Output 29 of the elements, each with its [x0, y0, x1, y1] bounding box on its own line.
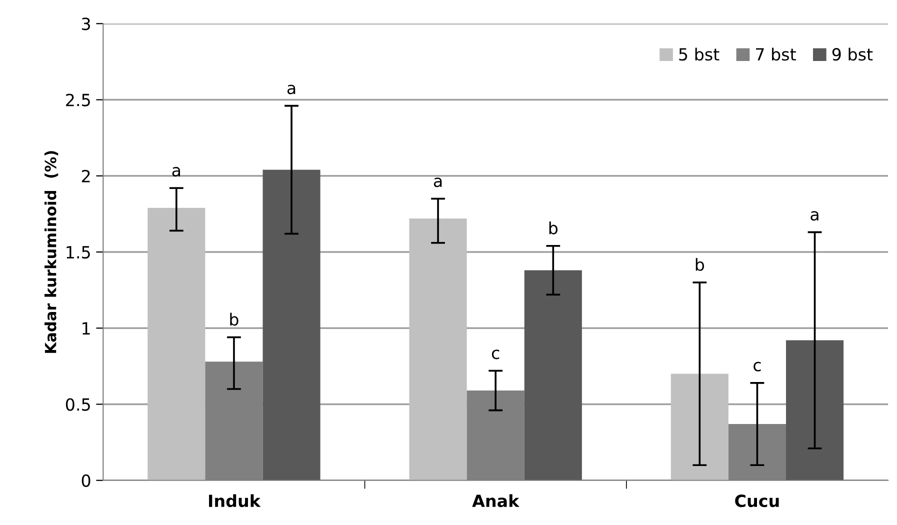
x-tick-label: Anak [472, 494, 520, 508]
bar [148, 208, 206, 480]
annotation: a [434, 178, 442, 188]
x-tick-label: Cucu [735, 494, 779, 508]
annotation: b [696, 258, 704, 271]
y-tick-label: 1 [82, 322, 90, 334]
annotation: c [754, 362, 761, 372]
y-tick-label: 0 [82, 474, 90, 487]
bar [262, 170, 320, 480]
annotation: a [172, 166, 180, 176]
legend-label: 9 bst [832, 48, 873, 61]
y-tick-label: 0.5 [66, 398, 90, 411]
y-axis-title: Kadar kurkuminoid (%) [44, 151, 58, 353]
y-tick-label: 3 [82, 18, 90, 30]
bar [786, 340, 844, 480]
x-tick-label: Induk [209, 494, 261, 508]
bar [524, 270, 582, 480]
annotation: a [810, 211, 818, 221]
annotation: b [230, 312, 238, 326]
bar [670, 374, 728, 480]
y-tick-label: 1.5 [66, 246, 90, 259]
legend-label: 5 bst [679, 48, 720, 61]
y-tick-label: 2 [82, 170, 90, 182]
annotation: b [549, 221, 558, 234]
bar [409, 218, 467, 480]
annotation: a [287, 84, 296, 94]
annotation: c [492, 350, 500, 360]
y-tick-label: 2.5 [66, 94, 90, 106]
legend-label: 7 bst [756, 48, 796, 61]
